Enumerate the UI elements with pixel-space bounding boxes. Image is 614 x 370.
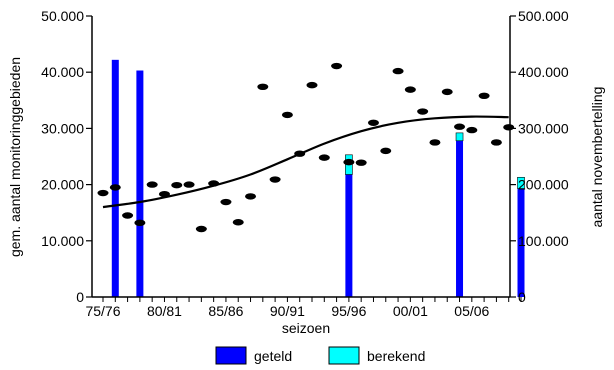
bar-berekend	[517, 176, 525, 189]
data-point	[478, 92, 490, 100]
right-tick-label: 0	[518, 289, 526, 305]
legend-swatch-berekend	[328, 346, 360, 365]
data-point	[429, 139, 441, 146]
data-point	[318, 154, 330, 161]
x-tick-label: 80/81	[147, 303, 182, 319]
data-point	[466, 126, 478, 134]
data-point	[257, 83, 269, 91]
data-point	[417, 108, 429, 115]
x-tick-label: 75/76	[85, 303, 120, 319]
data-point	[232, 219, 244, 226]
bar-geteld	[456, 140, 464, 297]
left-tick-label: 20.000	[41, 177, 84, 193]
left-tick-label: 10.000	[41, 233, 84, 249]
data-point	[380, 147, 392, 155]
bar-geteld	[136, 70, 144, 297]
right-axis-title: aantal novembertelling	[589, 87, 605, 228]
trend-line	[102, 115, 509, 209]
data-point	[245, 193, 257, 200]
data-point	[454, 123, 466, 130]
left-tick-label: 30.000	[41, 120, 84, 136]
data-point	[367, 119, 379, 126]
x-tick-label: 85/86	[208, 303, 243, 319]
data-point	[343, 158, 355, 166]
data-point	[331, 62, 343, 70]
data-point	[490, 139, 502, 146]
left-tick-label: 0	[76, 289, 84, 305]
bar-geteld	[111, 59, 119, 297]
x-tick-label: 00/01	[393, 303, 428, 319]
bar-geteld	[345, 174, 353, 297]
data-point	[294, 150, 306, 157]
legend: geteld berekend	[215, 346, 425, 365]
x-tick-label: 90/91	[270, 303, 305, 319]
bar-berekend	[455, 132, 464, 142]
data-point	[441, 88, 453, 96]
data-point	[171, 181, 183, 189]
right-tick-label: 200.000	[518, 177, 569, 193]
data-point	[281, 111, 293, 119]
right-tick-label: 300.000	[518, 120, 569, 136]
legend-label-geteld: geteld	[254, 348, 292, 364]
data-point	[306, 81, 318, 89]
data-point	[355, 159, 367, 166]
bars-layer	[111, 59, 525, 297]
legend-swatch-geteld	[215, 346, 247, 365]
data-point	[503, 124, 515, 131]
data-point	[220, 198, 232, 206]
scatter-layer	[97, 62, 515, 233]
data-point	[195, 225, 207, 233]
data-point	[158, 190, 170, 198]
data-point	[269, 176, 281, 183]
left-tick-label: 50.000	[41, 8, 84, 24]
data-point	[404, 86, 416, 93]
data-point	[183, 181, 195, 188]
left-axis-title: gem. aantal monitoringgebieden	[7, 57, 23, 257]
data-point	[392, 67, 404, 75]
data-point	[146, 181, 158, 188]
data-point	[208, 180, 220, 187]
x-tick-label: 05/06	[454, 303, 489, 319]
data-point	[134, 219, 146, 227]
left-tick-label: 40.000	[41, 64, 84, 80]
data-point	[109, 184, 121, 191]
x-axis-title: seizoen	[282, 320, 330, 336]
legend-label-berekend: berekend	[367, 348, 425, 364]
bar-geteld	[517, 188, 525, 297]
data-point	[97, 189, 109, 197]
axes-layer: 0 10.000 20.000 30.000 40.000 50.000 0 100.000 2…	[41, 8, 569, 319]
right-tick-label: 400.000	[518, 64, 569, 80]
data-point	[122, 212, 134, 219]
x-tick-label: 95/96	[331, 303, 366, 319]
trend-line-layer	[102, 115, 509, 209]
right-tick-label: 500.000	[518, 8, 569, 24]
right-tick-label: 100.000	[518, 233, 569, 249]
